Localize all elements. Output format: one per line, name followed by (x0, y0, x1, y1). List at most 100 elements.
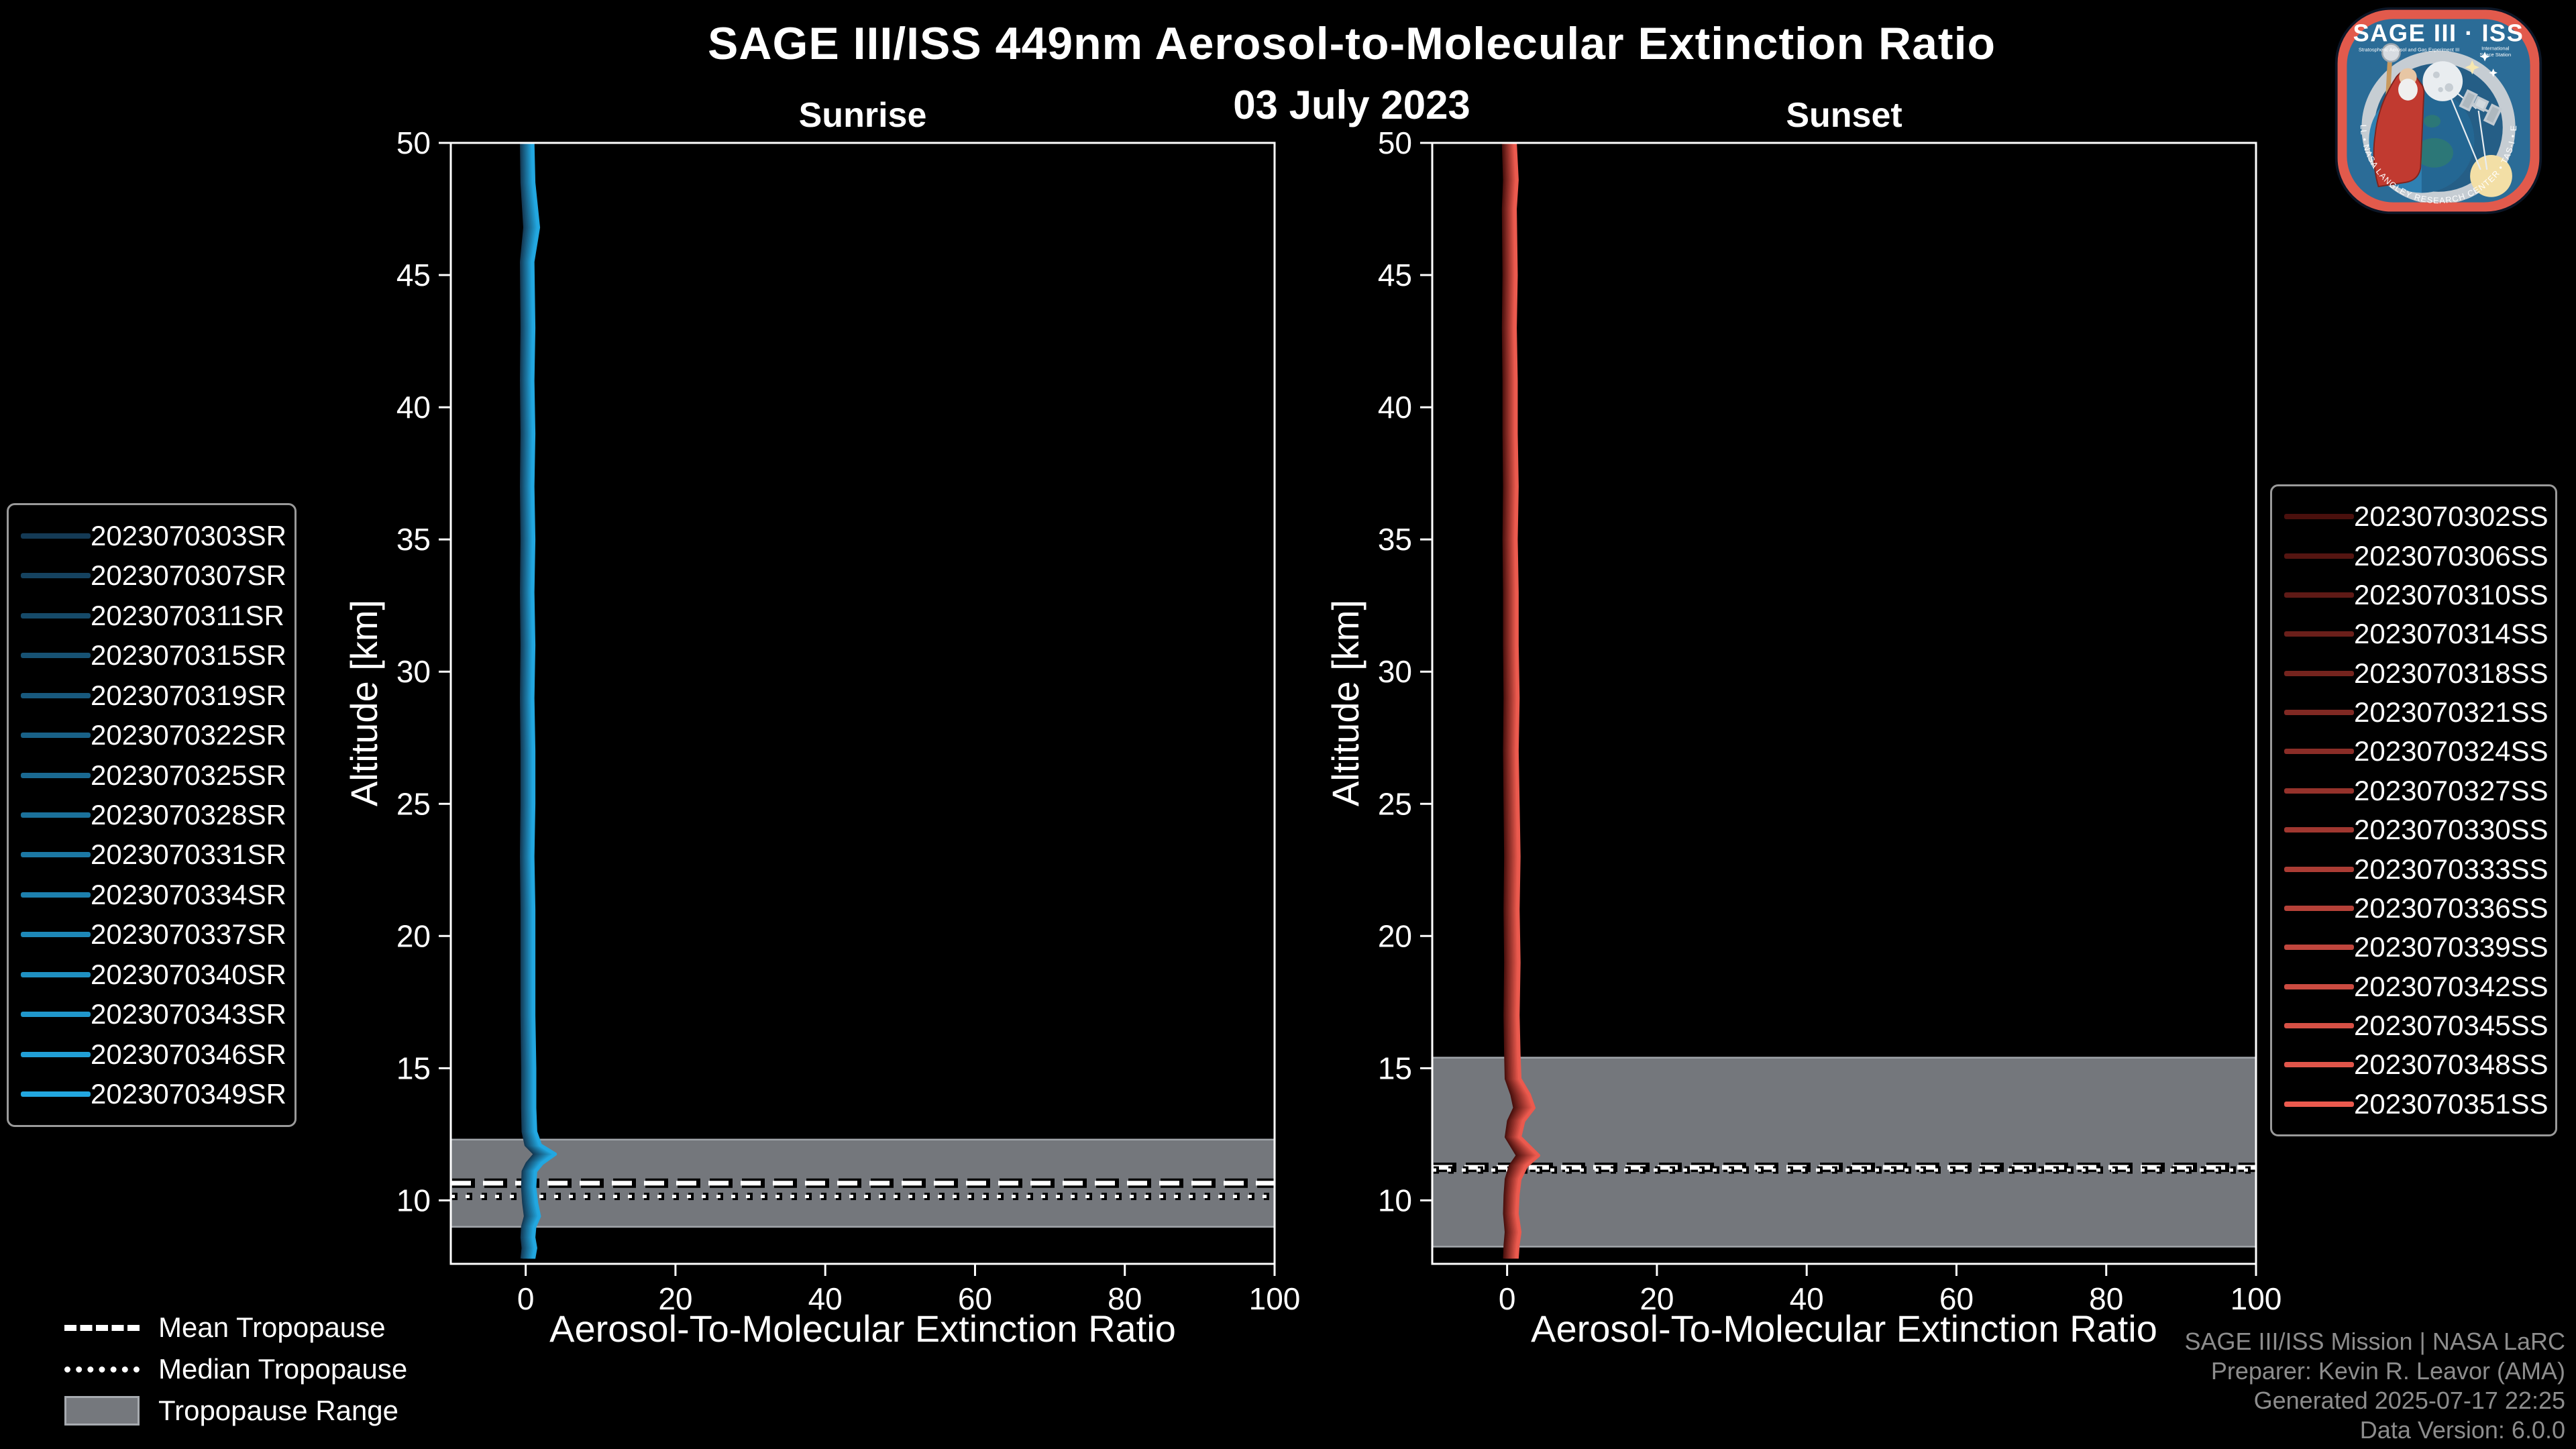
series-label: 2023070337SR (91, 918, 286, 951)
x-tick-label: 100 (2231, 1281, 2282, 1316)
date-subtitle: 03 July 2023 (1233, 83, 1470, 127)
series-label: 2023070319SR (91, 679, 286, 711)
series-label: 2023070328SR (91, 799, 286, 831)
legend-item-2023070346SR: 2023070346SR (21, 1034, 286, 1074)
sunrise-x-axis-label: Aerosol-To-Molecular Extinction Ratio (549, 1307, 1176, 1350)
series-label: 2023070348SS (2354, 1049, 2548, 1081)
x-tick-label: 20 (658, 1281, 692, 1316)
series-label: 2023070346SR (91, 1038, 286, 1070)
legend-item-2023070351SS: 2023070351SS (2284, 1085, 2548, 1124)
series-label: 2023070322SR (91, 719, 286, 751)
y-tick-label: 40 (1378, 390, 1412, 425)
series-color-line (2284, 1062, 2354, 1068)
mission-patch-svg: SAGE III · ISS Stratospheric Aerosol and… (2330, 0, 2542, 215)
x-tick-label: 40 (1790, 1281, 1824, 1316)
series-color-line (2284, 710, 2354, 716)
x-tick-label: 80 (2089, 1281, 2123, 1316)
legend-item-2023070310SS: 2023070310SS (2284, 576, 2548, 614)
y-tick-label: 45 (396, 258, 431, 292)
legend-item-2023070303SR: 2023070303SR (21, 516, 286, 555)
series-label: 2023070302SS (2354, 500, 2548, 533)
series-color-line (2284, 866, 2354, 872)
mean-tropopause-line-sample (64, 1324, 140, 1331)
x-tick-label: 20 (1640, 1281, 1674, 1316)
profile-line-2023070351SS (1513, 143, 1540, 1259)
series-label: 2023070310SS (2354, 578, 2548, 610)
tropopause-range-sample (64, 1396, 140, 1426)
tropopause-legend: Mean Tropopause Median Tropopause Tropop… (64, 1307, 407, 1432)
sunrise-series-legend: 2023070303SR 2023070307SR 2023070311SR 2023… (7, 503, 297, 1127)
sunset-y-axis-label: Altitude [km] (1324, 599, 1366, 807)
y-tick-label: 15 (1378, 1051, 1412, 1085)
y-tick-label: 10 (396, 1183, 431, 1218)
legend-item-2023070349SR: 2023070349SR (21, 1075, 286, 1114)
series-color-line (21, 892, 91, 898)
series-color-line (21, 1012, 91, 1018)
series-color-line (21, 573, 91, 579)
legend-item-2023070333SS: 2023070333SS (2284, 849, 2548, 888)
series-color-line (2284, 983, 2354, 989)
y-tick-label: 30 (396, 654, 431, 689)
legend-item-2023070306SS: 2023070306SS (2284, 536, 2548, 575)
sage-iss-mission-patch-logo: SAGE III · ISS Stratospheric Aerosol and… (2330, 0, 2544, 216)
median-tropopause-line-sample (64, 1366, 140, 1373)
series-color-line (2284, 670, 2354, 676)
axes-spines (1431, 142, 2257, 1265)
series-color-line (2284, 514, 2354, 520)
patch-subtitle-right-2: Space Station (2479, 52, 2511, 58)
x-tick-label: 40 (808, 1281, 843, 1316)
series-label: 2023070303SR (91, 519, 286, 551)
sunset-series-legend: 2023070302SS 2023070306SS 2023070310SS 2023… (2270, 484, 2557, 1136)
series-color-line (21, 1051, 91, 1057)
series-color-line (2284, 1023, 2354, 1029)
series-label: 2023070342SS (2354, 970, 2548, 1002)
attribution-line: Generated 2025-07-17 22:25 (2253, 1387, 2565, 1415)
y-tick-label: 50 (396, 125, 431, 160)
y-tick-label: 20 (396, 918, 431, 953)
series-label: 2023070318SS (2354, 657, 2548, 689)
plot-area (451, 143, 1275, 1264)
legend-item-2023070345SS: 2023070345SS (2284, 1006, 2548, 1045)
panel-sunrise: 0 20 40 60 80 100 10 15 20 25 30 35 40 45 50 (396, 125, 1301, 1316)
legend-item-2023070322SR: 2023070322SR (21, 715, 286, 755)
patch-title-text: SAGE III · ISS (2353, 19, 2524, 46)
legend-item-2023070315SR: 2023070315SR (21, 635, 286, 675)
tropopause-range-label: Tropopause Range (158, 1395, 399, 1426)
series-color-line (2284, 788, 2354, 794)
series-label: 2023070343SR (91, 998, 286, 1030)
patch-subtitle-right-1: International (2481, 46, 2510, 52)
x-tick-label: 100 (1249, 1281, 1301, 1316)
series-label: 2023070333SS (2354, 853, 2548, 885)
tropopause-range-legend-item: Tropopause Range (64, 1390, 407, 1432)
series-label: 2023070314SS (2354, 618, 2548, 650)
series-color-line (2284, 749, 2354, 755)
axes-spines (449, 142, 1276, 1265)
attribution-line: Preparer: Kevin R. Leavor (AMA) (2210, 1357, 2565, 1385)
sunset-x-axis-label: Aerosol-To-Molecular Extinction Ratio (1531, 1307, 2157, 1350)
series-label: 2023070339SS (2354, 931, 2548, 963)
series-label: 2023070315SR (91, 639, 286, 672)
series-color-line (2284, 827, 2354, 833)
y-tick-label: 50 (1378, 125, 1412, 160)
y-tick-label: 25 (1378, 786, 1412, 821)
series-label: 2023070336SS (2354, 892, 2548, 924)
sunrise-y-axis-label: Altitude [km] (342, 599, 385, 807)
series-label: 2023070311SR (91, 599, 284, 631)
legend-item-2023070327SS: 2023070327SS (2284, 771, 2548, 810)
legend-item-2023070319SR: 2023070319SR (21, 676, 286, 715)
legend-item-2023070336SS: 2023070336SS (2284, 889, 2548, 928)
series-label: 2023070321SS (2354, 696, 2548, 729)
series-color-line (21, 733, 91, 739)
moon (2422, 61, 2463, 101)
series-color-line (21, 772, 91, 778)
x-tick-label: 80 (1108, 1281, 1142, 1316)
y-tick-label: 10 (1378, 1183, 1412, 1218)
y-tick-label: 45 (1378, 258, 1412, 292)
legend-item-2023070348SS: 2023070348SS (2284, 1045, 2548, 1084)
series-color-line (21, 932, 91, 938)
series-label: 2023070349SR (91, 1078, 286, 1110)
x-tick-label: 60 (1939, 1281, 1974, 1316)
series-label: 2023070330SS (2354, 814, 2548, 846)
